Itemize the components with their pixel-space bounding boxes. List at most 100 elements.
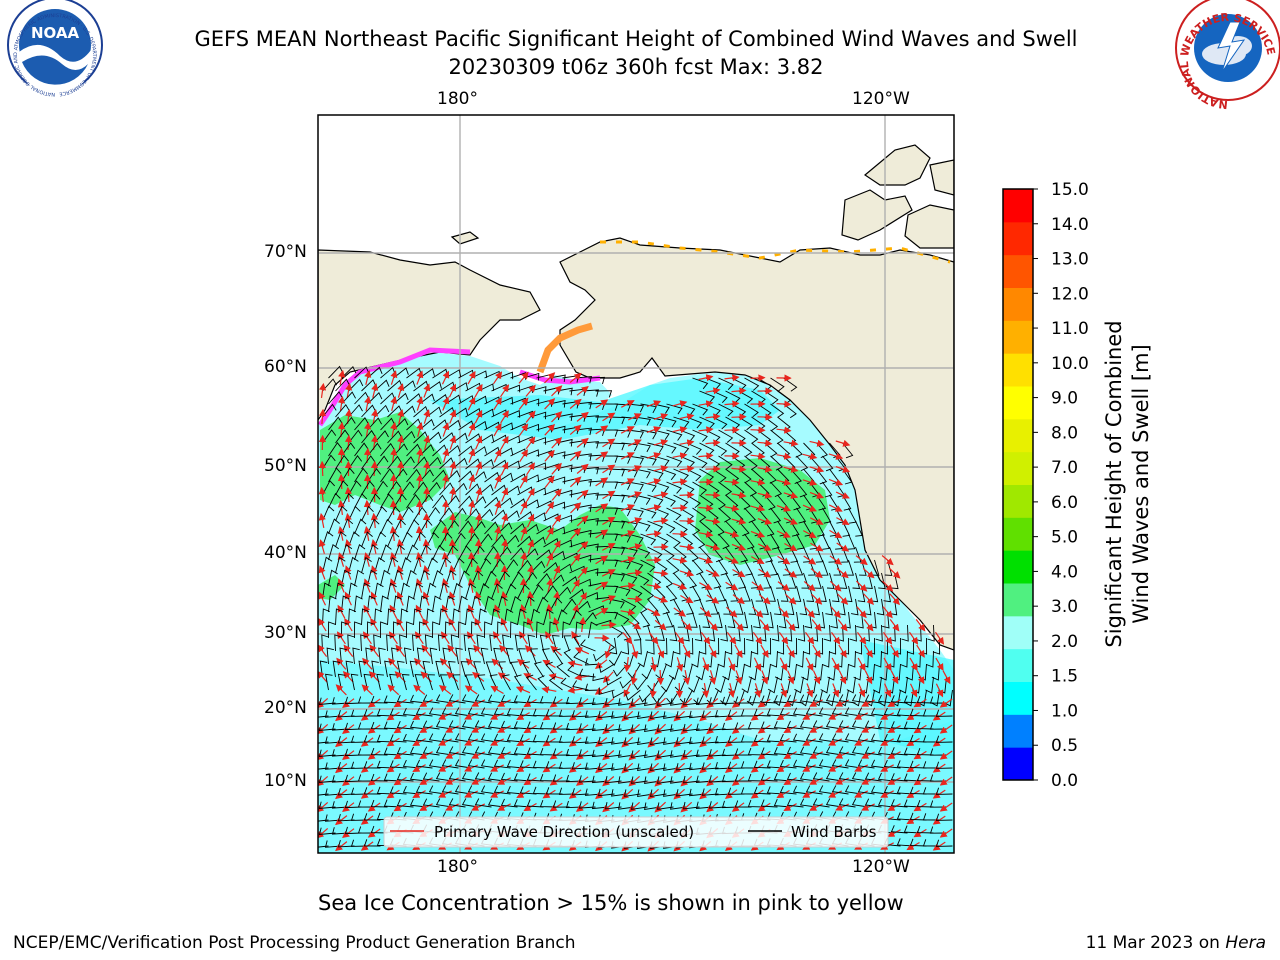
footer-host: Hera	[1225, 933, 1266, 953]
wind-barb	[795, 650, 804, 668]
wave-direction-arrow	[939, 698, 953, 708]
wind-barb	[779, 733, 797, 743]
wind-barb	[387, 481, 402, 496]
wind-barb	[822, 533, 830, 550]
wave-direction-arrow	[500, 617, 509, 632]
wind-barb	[579, 639, 596, 652]
wind-barb	[621, 572, 638, 584]
wave-direction-arrow	[551, 385, 563, 397]
wind-barb	[522, 661, 531, 678]
wave-direction-arrow	[809, 465, 825, 473]
wind-barb	[403, 647, 412, 665]
wind-barb	[406, 519, 420, 535]
wind-barb	[361, 505, 374, 522]
wave-direction-arrow	[654, 723, 667, 735]
wave-direction-arrow	[699, 736, 712, 748]
wave-direction-arrow	[731, 543, 747, 551]
wave-direction-arrow	[568, 737, 582, 747]
wave-direction-arrow	[752, 606, 764, 618]
wave-direction-arrow	[620, 556, 636, 564]
wave-direction-arrow	[445, 725, 459, 733]
wave-direction-arrow	[778, 606, 790, 618]
wind-barb	[770, 533, 780, 550]
wave-direction-arrow	[679, 465, 695, 473]
wave-direction-arrow	[812, 670, 821, 685]
wind-barb	[549, 526, 566, 535]
wave-direction-arrow	[750, 504, 766, 512]
wave-direction-arrow	[335, 737, 348, 748]
wave-direction-arrow	[805, 631, 815, 645]
wind-barb	[857, 707, 875, 717]
wind-barb	[593, 650, 609, 662]
wind-barb	[571, 736, 589, 744]
wind-barb	[406, 544, 419, 561]
wave-direction-arrow	[493, 604, 501, 619]
wind-barb	[419, 368, 435, 379]
wind-barb	[393, 392, 409, 405]
wave-direction-arrow	[387, 684, 400, 696]
wind-barb	[354, 621, 362, 639]
wind-barb	[493, 733, 511, 743]
wind-barb	[796, 507, 807, 524]
wave-direction-arrow	[552, 539, 561, 554]
colorbar-tick-label: 0.0	[1051, 771, 1078, 791]
wind-barb	[552, 722, 570, 730]
wave-direction-arrow	[336, 631, 346, 645]
wave-direction-arrow	[828, 738, 843, 746]
wave-direction-arrow	[527, 539, 535, 554]
wave-direction-arrow	[416, 447, 424, 464]
wave-direction-arrow	[620, 426, 635, 434]
wind-barb	[455, 647, 463, 665]
wave-direction-arrow	[620, 582, 636, 590]
wave-direction-arrow	[888, 567, 901, 579]
wave-direction-arrow	[731, 491, 747, 499]
wave-direction-arrow	[448, 512, 457, 529]
wave-direction-arrow	[705, 569, 720, 577]
wind-barb	[640, 455, 657, 466]
wind-barb	[393, 418, 409, 431]
wind-barb	[738, 546, 749, 563]
wind-barb	[743, 585, 751, 602]
colorbar-tick-label: 7.0	[1051, 458, 1078, 478]
wind-barb	[788, 572, 797, 589]
wave-direction-arrow	[363, 578, 371, 593]
wave-direction-arrow	[494, 500, 502, 515]
wind-barb	[718, 481, 733, 496]
wind-barb	[422, 720, 440, 730]
wind-barb	[575, 600, 591, 613]
wave-direction-arrow	[838, 644, 847, 659]
wave-direction-arrow	[757, 698, 771, 708]
wave-direction-arrow	[829, 529, 843, 539]
wind-barb	[523, 548, 539, 561]
wave-direction-arrow	[602, 516, 616, 526]
wind-barb	[876, 598, 885, 616]
wave-direction-arrow	[750, 530, 766, 538]
wave-direction-arrow	[811, 593, 823, 605]
wind-barb	[650, 737, 667, 745]
wind-barb	[380, 595, 389, 613]
wave-direction-arrow	[680, 697, 693, 709]
wind-barb	[484, 546, 499, 561]
wave-direction-arrow	[602, 724, 615, 735]
wind-barb	[458, 595, 468, 613]
colorbar: 15.0 14.0 13.0 12.0 11.0 10.0 9.0 8.0 7.0 6.0 5.0 4…	[1002, 180, 1089, 791]
wave-direction-arrow	[854, 738, 869, 746]
wave-direction-arrow	[569, 450, 582, 462]
wind-barb	[822, 507, 832, 524]
wind-barb	[412, 634, 420, 652]
wave-direction-arrow	[415, 525, 423, 542]
wind-barb	[842, 494, 852, 511]
wind-barb	[445, 394, 462, 405]
wind-barb	[452, 407, 469, 418]
wind-barb	[358, 660, 366, 678]
wave-direction-arrow	[809, 439, 825, 447]
wave-direction-arrow	[362, 657, 373, 670]
wind-barb	[926, 650, 934, 668]
wave-direction-arrow	[751, 581, 765, 591]
wind-barb	[614, 611, 630, 625]
wind-barb	[354, 467, 368, 483]
wave-direction-arrow	[595, 529, 609, 539]
wave-direction-arrow	[520, 552, 528, 567]
wave-direction-arrow	[654, 619, 667, 631]
wave-direction-arrow	[707, 619, 718, 632]
